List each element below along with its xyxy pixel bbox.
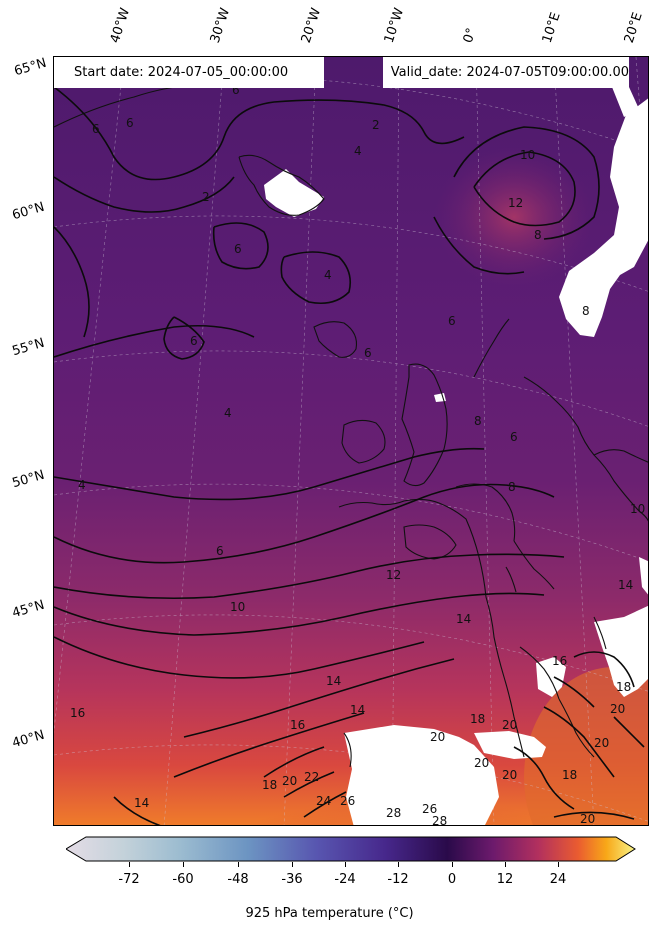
lat-label-45n: 45°N: [10, 597, 47, 622]
contour-label: 20: [502, 718, 517, 732]
contour-label: 6: [92, 122, 100, 136]
graticule: [54, 57, 648, 825]
contour-label: 2: [202, 190, 210, 204]
cbar-tickmark: [558, 862, 559, 867]
lon-label-40w: 40°W: [107, 6, 134, 45]
north-sea-warm-area: [434, 147, 594, 287]
cbar-tickmark: [505, 862, 506, 867]
lon-label-10e: 10°E: [539, 10, 564, 46]
contour-label: 4: [324, 268, 332, 282]
lat-label-40n: 40°N: [10, 727, 47, 752]
contour-label: 4: [224, 406, 232, 420]
lat-label-50n: 50°N: [10, 467, 47, 492]
contour-label: 6: [216, 544, 224, 558]
contour-label: 10: [520, 148, 535, 162]
cbar-tick-label: 12: [496, 872, 514, 887]
lon-label-10w: 10°W: [381, 6, 408, 45]
contour-label: 4: [78, 478, 86, 492]
cbar-tickmark: [292, 862, 293, 867]
lon-label-20e: 20°E: [621, 10, 646, 46]
isotherms: [54, 86, 645, 825]
contour-label: 18: [562, 768, 577, 782]
colorbar-label: 925 hPa temperature (°C): [245, 906, 414, 921]
contour-label: 18: [470, 712, 485, 726]
contour-label: 12: [386, 568, 401, 582]
temperature-field: 6 6 6 2 4 2 6 4 6 4 4 6 10 12 14 14 16 1…: [54, 57, 648, 826]
contour-label: 6: [234, 242, 242, 256]
contour-label: 28: [432, 814, 447, 826]
contour-label: 6: [364, 346, 372, 360]
cbar-tickmark: [398, 862, 399, 867]
lon-label-30w: 30°W: [207, 6, 234, 45]
cbar-tickmark: [452, 862, 453, 867]
cbar-tickmark: [238, 862, 239, 867]
contour-label: 14: [456, 612, 471, 626]
contour-label: 20: [580, 812, 595, 826]
contour-label: 16: [552, 654, 567, 668]
lon-label-20w: 20°W: [298, 6, 325, 45]
cbar-tick-label: 0: [447, 872, 457, 887]
contour-label: 28: [386, 806, 401, 820]
contour-label: 8: [582, 304, 590, 318]
contour-label: 6: [126, 116, 134, 130]
lat-label-55n: 55°N: [10, 335, 47, 360]
cbar-tick-label: 24: [549, 872, 567, 887]
contour-label: 10: [230, 600, 245, 614]
cbar-tick-label: -72: [118, 872, 140, 887]
contour-label: 18: [616, 680, 631, 694]
contour-label: 20: [594, 736, 609, 750]
contour-label: 8: [534, 228, 542, 242]
contour-label: 4: [354, 144, 362, 158]
contour-label: 6: [232, 83, 240, 97]
contour-label: 16: [290, 718, 305, 732]
map-panel: 6 6 6 2 4 2 6 4 6 4 4 6 10 12 14 14 16 1…: [53, 56, 649, 826]
cbar-tick-label: -48: [227, 872, 249, 887]
lon-label-0: 0°: [460, 26, 480, 45]
contour-label: 22: [304, 770, 319, 784]
cbar-tickmark: [129, 862, 130, 867]
contour-label: 2: [372, 118, 380, 132]
contour-label: 20: [430, 730, 445, 744]
coastlines: [54, 84, 648, 768]
contour-label: 14: [134, 796, 149, 810]
lat-label-65n: 65°N: [12, 55, 49, 80]
cbar-tick-label: -36: [281, 872, 303, 887]
cbar-tickmark: [183, 862, 184, 867]
cbar-tick-label: -12: [387, 872, 409, 887]
contour-labels: 6 6 6 2 4 2 6 4 6 4 4 6 10 12 14 14 16 1…: [70, 83, 645, 826]
contour-label: 10: [630, 502, 645, 516]
cbar-tickmark: [345, 862, 346, 867]
contour-label: 6: [510, 430, 518, 444]
contour-label: 8: [508, 480, 516, 494]
valid-date-label: Valid_date: 2024-07-05T09:00:00.00: [382, 57, 629, 88]
contour-label: 14: [350, 703, 365, 717]
contour-label: 20: [474, 756, 489, 770]
cbar-tick-label: -24: [334, 872, 356, 887]
cbar-tick-label: -60: [172, 872, 194, 887]
contour-label: 8: [474, 414, 482, 428]
contour-label: 12: [508, 196, 523, 210]
contour-label: 14: [618, 578, 633, 592]
contour-label: 6: [448, 314, 456, 328]
lat-label-60n: 60°N: [10, 199, 47, 224]
contour-label: 6: [190, 334, 198, 348]
contour-label: 26: [340, 794, 355, 808]
colorbar: [66, 836, 636, 862]
contour-label: 20: [610, 702, 625, 716]
contour-label: 20: [502, 768, 517, 782]
contour-label: 20: [282, 774, 297, 788]
contour-label: 24: [316, 794, 331, 808]
colorbar-body: [66, 836, 636, 862]
contour-label: 14: [326, 674, 341, 688]
start-date-label: Start date: 2024-07-05_00:00:00: [54, 57, 324, 88]
contour-label: 26: [422, 802, 437, 816]
terrain-mask: [264, 87, 648, 825]
contour-label: 18: [262, 778, 277, 792]
mediterranean-warm-area: [524, 667, 648, 825]
contour-label: 16: [70, 706, 85, 720]
